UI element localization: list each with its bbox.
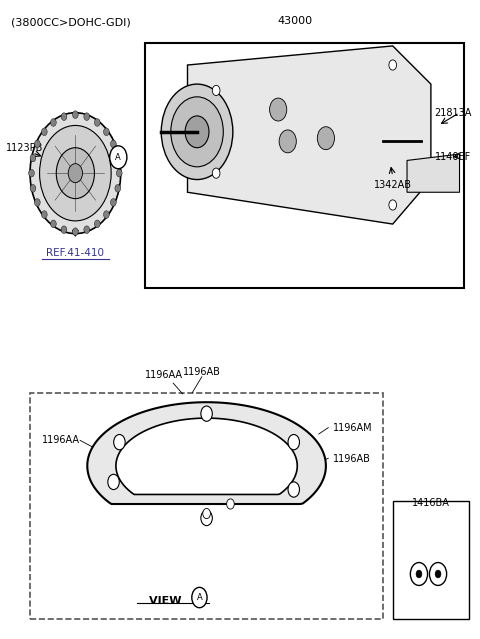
Circle shape — [39, 125, 111, 221]
Circle shape — [30, 185, 36, 192]
Circle shape — [61, 226, 67, 233]
Circle shape — [116, 169, 122, 177]
Circle shape — [30, 154, 36, 162]
Text: 1196AB: 1196AB — [333, 454, 371, 465]
Circle shape — [201, 511, 212, 526]
Circle shape — [389, 60, 396, 70]
Text: 1123PB: 1123PB — [6, 142, 44, 153]
Circle shape — [227, 499, 234, 509]
Circle shape — [114, 435, 125, 450]
Circle shape — [41, 128, 47, 135]
Circle shape — [288, 435, 300, 450]
Circle shape — [416, 570, 422, 578]
Circle shape — [115, 154, 120, 162]
Circle shape — [72, 111, 78, 118]
Circle shape — [95, 119, 100, 127]
Text: REF.41-410: REF.41-410 — [47, 248, 104, 258]
Circle shape — [84, 226, 90, 233]
Circle shape — [104, 211, 109, 219]
Circle shape — [110, 199, 116, 206]
FancyBboxPatch shape — [393, 501, 469, 619]
Circle shape — [212, 86, 220, 96]
Circle shape — [201, 406, 212, 421]
Text: A: A — [197, 593, 202, 602]
Text: 1196AM: 1196AM — [333, 422, 372, 433]
Circle shape — [171, 97, 223, 167]
Circle shape — [104, 128, 109, 135]
Text: 1416BA: 1416BA — [412, 498, 450, 508]
Circle shape — [110, 146, 127, 169]
Circle shape — [50, 119, 56, 127]
Circle shape — [435, 570, 441, 578]
Text: VIEW: VIEW — [149, 596, 185, 606]
Circle shape — [192, 587, 207, 608]
Text: 1196AA: 1196AA — [144, 370, 183, 380]
Text: 21813A: 21813A — [434, 108, 471, 118]
Circle shape — [270, 98, 287, 121]
Circle shape — [68, 164, 83, 183]
Circle shape — [185, 116, 209, 148]
Circle shape — [115, 185, 120, 192]
Circle shape — [29, 169, 34, 177]
Circle shape — [110, 140, 116, 148]
Circle shape — [50, 220, 56, 227]
Circle shape — [35, 140, 40, 148]
Circle shape — [35, 199, 40, 206]
Circle shape — [161, 84, 233, 180]
Text: (3800CC>DOHC-GDI): (3800CC>DOHC-GDI) — [11, 17, 131, 27]
Polygon shape — [87, 402, 326, 504]
Circle shape — [72, 228, 78, 236]
Circle shape — [95, 220, 100, 227]
Text: 1196AA: 1196AA — [42, 435, 80, 445]
Polygon shape — [188, 46, 431, 224]
Circle shape — [317, 127, 335, 150]
Text: A: A — [115, 153, 121, 162]
Circle shape — [56, 148, 95, 199]
Circle shape — [84, 113, 90, 120]
Circle shape — [30, 112, 120, 234]
Polygon shape — [407, 154, 459, 192]
Text: 1196AB: 1196AB — [183, 367, 221, 377]
Circle shape — [430, 562, 446, 585]
Circle shape — [389, 200, 396, 210]
Circle shape — [279, 130, 296, 153]
Circle shape — [108, 474, 119, 489]
Text: 43000: 43000 — [277, 15, 312, 26]
Circle shape — [212, 168, 220, 178]
Text: 1342AB: 1342AB — [374, 180, 412, 190]
FancyBboxPatch shape — [144, 43, 464, 288]
Circle shape — [410, 562, 428, 585]
Text: 1140EF: 1140EF — [435, 152, 471, 162]
Circle shape — [41, 211, 47, 219]
Circle shape — [203, 509, 210, 519]
Polygon shape — [116, 418, 297, 495]
Circle shape — [288, 482, 300, 497]
FancyBboxPatch shape — [30, 393, 383, 619]
Circle shape — [61, 113, 67, 120]
